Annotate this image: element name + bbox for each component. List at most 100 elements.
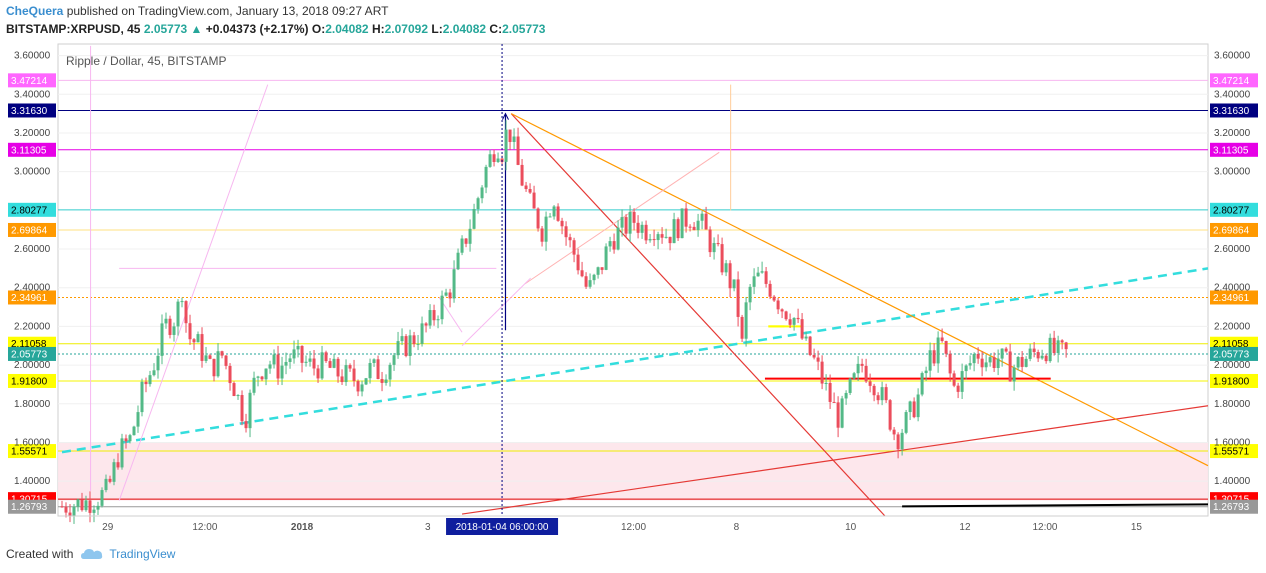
candle-body (692, 226, 696, 231)
y-tick-label-right: 2.40000 (1214, 283, 1251, 294)
x-tick-label: 15 (1131, 522, 1143, 533)
candle-body (524, 185, 528, 190)
candle-body (776, 300, 780, 310)
candle-body (824, 382, 828, 384)
candle-body (184, 301, 188, 324)
candle-body (680, 208, 684, 239)
author-name[interactable]: CheQuera (6, 4, 64, 18)
candle-body (740, 316, 744, 339)
candle-body (1052, 337, 1056, 354)
candle-body (1012, 367, 1016, 382)
tradingview-link[interactable]: TradingView (109, 547, 176, 561)
price-level-tag-left (8, 103, 56, 118)
candle-body (696, 220, 700, 231)
candle-body (864, 365, 868, 382)
candle-body (604, 246, 608, 270)
candle-body (116, 462, 120, 468)
y-tick-label-left: 3.40000 (14, 89, 51, 100)
candle-body (452, 269, 456, 299)
candle-body (416, 343, 420, 345)
candle-body (304, 361, 308, 363)
candle-body (448, 292, 452, 299)
candle-body (68, 512, 72, 517)
candle-body (744, 302, 748, 339)
open-value: 2.04082 (325, 22, 369, 36)
candle-body (684, 208, 688, 227)
candle-body (1040, 355, 1044, 359)
candle-body (636, 222, 640, 233)
candle-body (1016, 357, 1020, 368)
candle-body (220, 351, 224, 356)
candle-body (228, 365, 232, 384)
price-level-label-left: 2.80277 (11, 205, 48, 216)
low-label: L: (431, 22, 443, 36)
candle-body (580, 270, 584, 277)
candle-body (144, 381, 148, 385)
low-value: 2.04082 (442, 22, 487, 36)
price-level-label-left: 2.11058 (11, 339, 47, 350)
price-level-tag-left (8, 444, 56, 459)
high-value: 2.07092 (384, 22, 429, 36)
price-level-label-right: 1.26793 (1213, 502, 1250, 513)
candle-body (844, 392, 848, 399)
price-level-label-left: 2.34961 (11, 293, 48, 304)
candle-body (700, 213, 704, 221)
candle-body (136, 412, 140, 427)
candle-body (904, 412, 908, 433)
candle-body (916, 394, 920, 418)
price-level-label-right: 3.11305 (1213, 145, 1249, 156)
last-price: 2.05773 (143, 22, 188, 36)
price-level-tag-right (1210, 499, 1258, 514)
candle-body (528, 189, 532, 193)
candle-body (540, 228, 544, 242)
candle-body (320, 352, 324, 379)
price-level-tag-right (1210, 222, 1258, 237)
candle-body (724, 263, 728, 273)
candle-body (804, 336, 808, 339)
candle-body (628, 211, 632, 234)
price-level-tag-left (8, 373, 56, 388)
candle-body (480, 187, 484, 199)
candle-body (912, 401, 916, 418)
candle-body (968, 363, 972, 366)
candle-body (396, 341, 400, 356)
symbol-label: BITSTAMP:XRPUSD, 45 (6, 22, 141, 36)
candle-body (748, 286, 752, 303)
candle-body (640, 224, 644, 233)
candle-body (860, 363, 864, 366)
candle-body (204, 355, 208, 361)
candle-body (428, 310, 432, 326)
x-tick-label: 8 (734, 522, 740, 533)
candle-body (672, 219, 676, 244)
candle-body (984, 362, 988, 368)
candle-body (896, 434, 900, 450)
price-level-label-right: 2.69864 (1213, 225, 1250, 236)
crosshair-date-label: 2018-01-04 06:00:00 (456, 522, 549, 533)
y-tick-label-right: 2.00000 (1214, 360, 1251, 371)
candle-body (772, 296, 776, 301)
y-tick-label-left: 2.20000 (14, 321, 51, 332)
candle-body (176, 301, 180, 327)
candle-body (124, 438, 128, 442)
candle-body (948, 353, 952, 374)
candle-body (268, 364, 272, 369)
candle-body (80, 499, 84, 511)
price-level-label-left: 1.26793 (11, 502, 48, 513)
price-level-label-left: 3.11305 (11, 145, 47, 156)
candle-body (392, 355, 396, 365)
candle-body (216, 351, 220, 377)
candle-body (624, 217, 628, 234)
price-level-tag-right (1210, 444, 1258, 459)
candle-body (868, 381, 872, 386)
candle-body (756, 272, 760, 277)
candle-body (736, 279, 740, 317)
candle-body (940, 337, 944, 341)
candle-body (752, 276, 756, 287)
candle-body (484, 166, 488, 188)
candle-body (688, 226, 692, 228)
pink-curve-line (118, 84, 269, 501)
price-chart[interactable]: 3.47214 3.47214 3.31630 3.31630 3.11305 3.113… (0, 0, 1266, 545)
candle-body (568, 237, 572, 241)
candle-body (412, 335, 416, 345)
y-tick-label-left: 2.40000 (14, 283, 51, 294)
